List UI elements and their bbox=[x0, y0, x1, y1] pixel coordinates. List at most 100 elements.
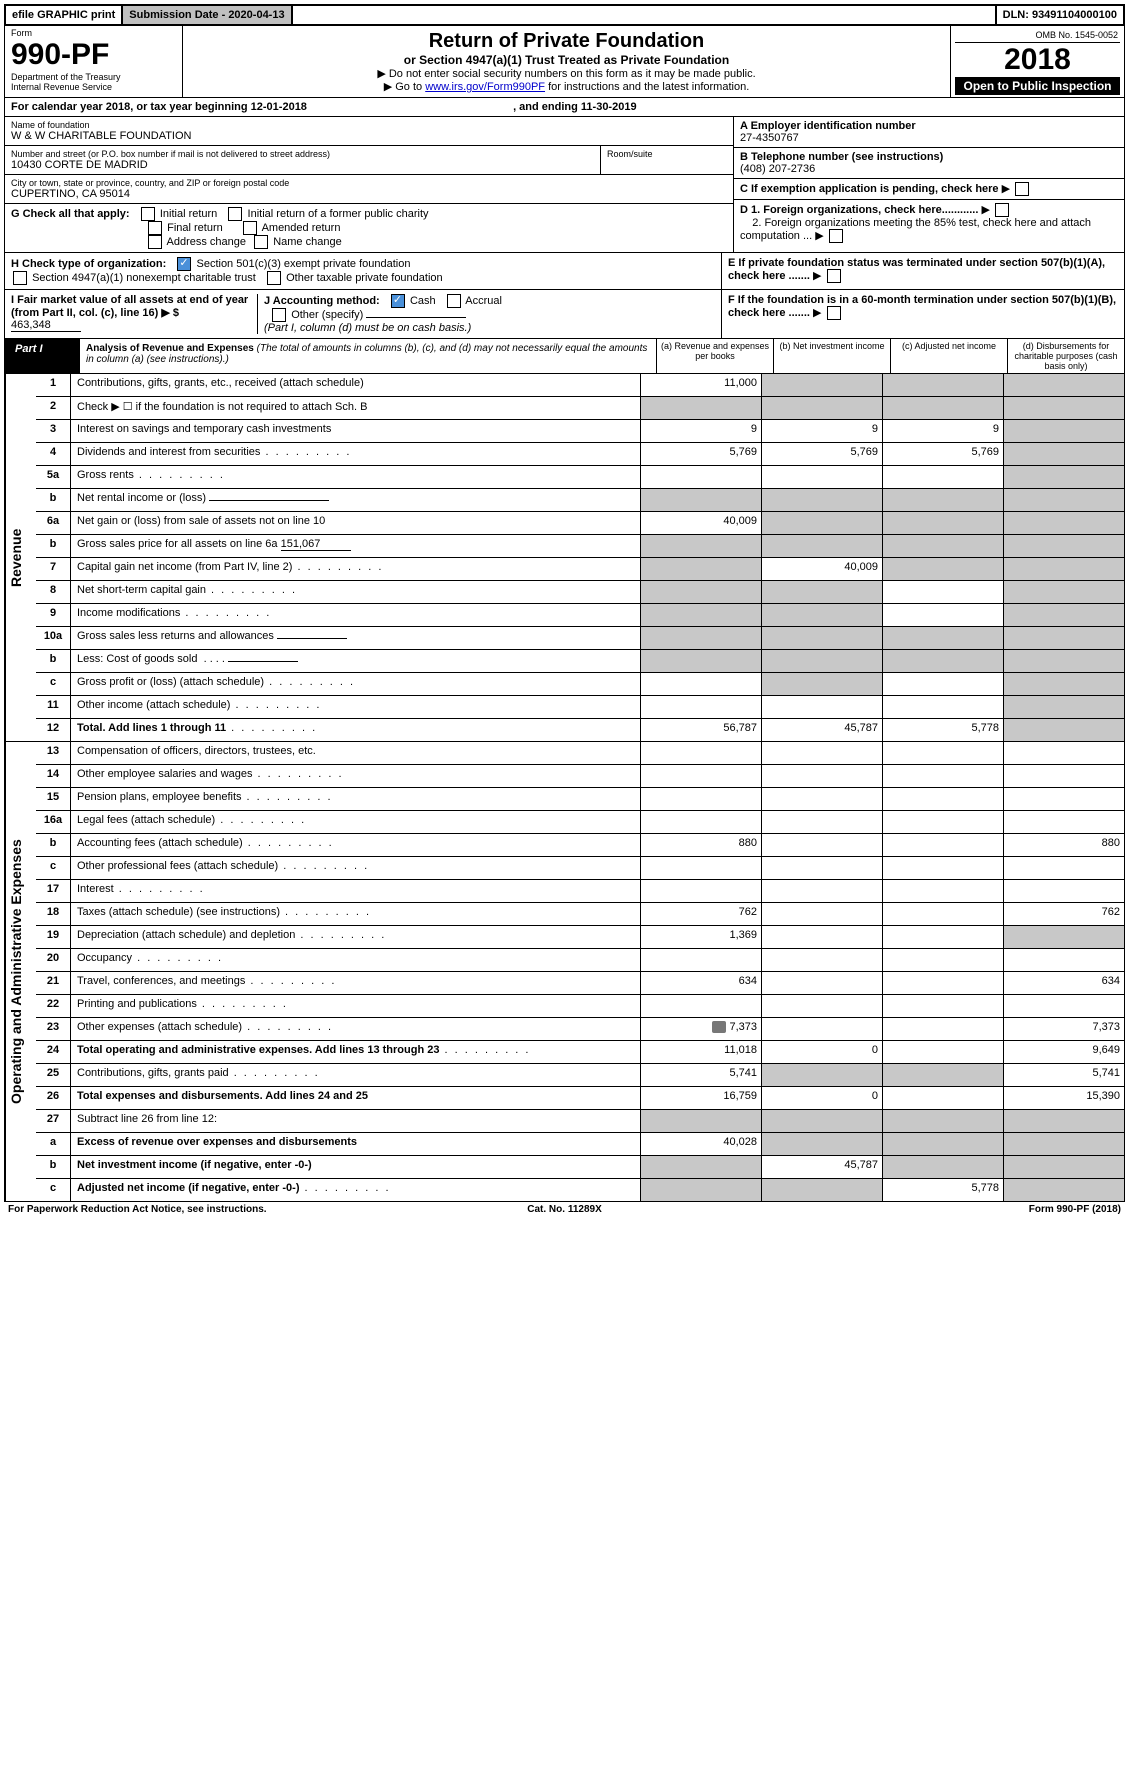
table-row: 18Taxes (attach schedule) (see instructi… bbox=[36, 903, 1124, 926]
section-h-row: H Check type of organization: Section 50… bbox=[4, 253, 1125, 290]
table-row: bNet investment income (if negative, ent… bbox=[36, 1156, 1124, 1179]
foundation-city: CUPERTINO, CA 95014 bbox=[11, 188, 727, 200]
table-row: 9Income modifications bbox=[36, 604, 1124, 627]
table-row: 19Depreciation (attach schedule) and dep… bbox=[36, 926, 1124, 949]
page-footer: For Paperwork Reduction Act Notice, see … bbox=[4, 1202, 1125, 1217]
efile-label[interactable]: efile GRAPHIC print bbox=[6, 6, 121, 24]
table-row: 12Total. Add lines 1 through 1156,78745,… bbox=[36, 719, 1124, 741]
table-row: 17Interest bbox=[36, 880, 1124, 903]
table-row: 5aGross rents bbox=[36, 466, 1124, 489]
table-row: 2Check ▶ ☐ if the foundation is not requ… bbox=[36, 397, 1124, 420]
table-row: 15Pension plans, employee benefits bbox=[36, 788, 1124, 811]
cash-checkbox[interactable] bbox=[391, 294, 405, 308]
table-row: bNet rental income or (loss) bbox=[36, 489, 1124, 512]
exemption-checkbox[interactable] bbox=[1015, 182, 1029, 196]
section-ij-row: I Fair market value of all assets at end… bbox=[4, 290, 1125, 339]
info-left: Name of foundation W & W CHARITABLE FOUN… bbox=[5, 117, 733, 252]
section-e-cell: E If private foundation status was termi… bbox=[721, 253, 1124, 289]
address-change-checkbox[interactable] bbox=[148, 235, 162, 249]
phone-value: (408) 207-2736 bbox=[740, 163, 815, 175]
table-row: 26Total expenses and disbursements. Add … bbox=[36, 1087, 1124, 1110]
info-grid: Name of foundation W & W CHARITABLE FOUN… bbox=[4, 117, 1125, 253]
table-row: 13Compensation of officers, directors, t… bbox=[36, 742, 1124, 765]
initial-former-checkbox[interactable] bbox=[228, 207, 242, 221]
calendar-year-row: For calendar year 2018, or tax year begi… bbox=[4, 98, 1125, 117]
submission-date: Submission Date - 2020-04-13 bbox=[123, 6, 290, 24]
table-row: 10aGross sales less returns and allowanc… bbox=[36, 627, 1124, 650]
form-title: Return of Private Foundation bbox=[189, 30, 944, 53]
table-row: 11Other income (attach schedule) bbox=[36, 696, 1124, 719]
table-row: 25Contributions, gifts, grants paid5,741… bbox=[36, 1064, 1124, 1087]
foundation-name: W & W CHARITABLE FOUNDATION bbox=[11, 130, 727, 142]
header-right: OMB No. 1545-0052 2018 Open to Public In… bbox=[950, 26, 1124, 97]
city-cell: City or town, state or province, country… bbox=[5, 175, 733, 204]
check-g-cell: G Check all that apply: Initial return I… bbox=[5, 204, 733, 252]
table-row: 8Net short-term capital gain bbox=[36, 581, 1124, 604]
amended-checkbox[interactable] bbox=[243, 221, 257, 235]
section-f-cell: F If the foundation is in a 60-month ter… bbox=[721, 290, 1124, 338]
header-center: Return of Private Foundation or Section … bbox=[183, 26, 950, 97]
dln-label: DLN: 93491104000100 bbox=[997, 6, 1123, 24]
col-d-header: (d) Disbursements for charitable purpose… bbox=[1007, 339, 1124, 373]
form-subtitle: or Section 4947(a)(1) Trust Treated as P… bbox=[189, 53, 944, 67]
table-row: 16aLegal fees (attach schedule) bbox=[36, 811, 1124, 834]
spacer bbox=[293, 6, 995, 24]
table-row: aExcess of revenue over expenses and dis… bbox=[36, 1133, 1124, 1156]
other-taxable-checkbox[interactable] bbox=[267, 271, 281, 285]
501c3-checkbox[interactable] bbox=[177, 257, 191, 271]
irs-label: Internal Revenue Service bbox=[11, 82, 176, 92]
table-row: 22Printing and publications bbox=[36, 995, 1124, 1018]
year-end: 11-30-2019 bbox=[581, 101, 637, 113]
open-inspection: Open to Public Inspection bbox=[955, 77, 1120, 95]
table-row: cOther professional fees (attach schedul… bbox=[36, 857, 1124, 880]
tax-year: 2018 bbox=[955, 43, 1120, 77]
table-row: 1Contributions, gifts, grants, etc., rec… bbox=[36, 374, 1124, 397]
instruction-1: ▶ Do not enter social security numbers o… bbox=[189, 67, 944, 80]
initial-return-checkbox[interactable] bbox=[141, 207, 155, 221]
terminated-checkbox[interactable] bbox=[827, 269, 841, 283]
part1-label: Part I bbox=[5, 339, 80, 373]
foundation-name-cell: Name of foundation W & W CHARITABLE FOUN… bbox=[5, 117, 733, 146]
revenue-table: Revenue 1Contributions, gifts, grants, e… bbox=[4, 374, 1125, 742]
other-method-checkbox[interactable] bbox=[272, 308, 286, 322]
table-row: 24Total operating and administrative exp… bbox=[36, 1041, 1124, 1064]
name-change-checkbox[interactable] bbox=[254, 235, 268, 249]
table-row: 4Dividends and interest from securities5… bbox=[36, 443, 1124, 466]
final-return-checkbox[interactable] bbox=[148, 221, 162, 235]
omb-number: OMB No. 1545-0052 bbox=[955, 28, 1120, 43]
attachment-icon[interactable] bbox=[712, 1021, 726, 1033]
form-label: Form bbox=[11, 28, 176, 38]
fmv-value: 463,348 bbox=[11, 319, 81, 332]
dept-label: Department of the Treasury bbox=[11, 72, 176, 82]
4947-checkbox[interactable] bbox=[13, 271, 27, 285]
revenue-side-label: Revenue bbox=[5, 374, 36, 741]
form-number: 990-PF bbox=[11, 38, 176, 72]
ein-cell: A Employer identification number 27-4350… bbox=[734, 117, 1124, 148]
table-row: 6aNet gain or (loss) from sale of assets… bbox=[36, 512, 1124, 535]
header-left: Form 990-PF Department of the Treasury I… bbox=[5, 26, 183, 97]
table-row: bAccounting fees (attach schedule)880880 bbox=[36, 834, 1124, 857]
form-link[interactable]: www.irs.gov/Form990PF bbox=[425, 81, 545, 93]
table-row: bLess: Cost of goods sold . . . . bbox=[36, 650, 1124, 673]
60month-checkbox[interactable] bbox=[827, 306, 841, 320]
section-d-cell: D 1. Foreign organizations, check here..… bbox=[734, 200, 1124, 246]
col-c-header: (c) Adjusted net income bbox=[890, 339, 1007, 373]
table-row: 20Occupancy bbox=[36, 949, 1124, 972]
top-bar: efile GRAPHIC print Submission Date - 20… bbox=[4, 4, 1125, 26]
year-begin: 12-01-2018 bbox=[251, 101, 307, 113]
expenses-table: Operating and Administrative Expenses 13… bbox=[4, 742, 1125, 1202]
foreign-org-checkbox[interactable] bbox=[995, 203, 1009, 217]
table-row: 21Travel, conferences, and meetings63463… bbox=[36, 972, 1124, 995]
form-header: Form 990-PF Department of the Treasury I… bbox=[4, 26, 1125, 98]
foreign-85-checkbox[interactable] bbox=[829, 229, 843, 243]
footer-cat: Cat. No. 11289X bbox=[527, 1204, 601, 1215]
accrual-checkbox[interactable] bbox=[447, 294, 461, 308]
table-row: cGross profit or (loss) (attach schedule… bbox=[36, 673, 1124, 696]
phone-cell: B Telephone number (see instructions) (4… bbox=[734, 148, 1124, 179]
table-row: 14Other employee salaries and wages bbox=[36, 765, 1124, 788]
section-j-cell: J Accounting method: Cash Accrual Other … bbox=[258, 294, 715, 334]
instruction-2: ▶ Go to www.irs.gov/Form990PF for instru… bbox=[189, 80, 944, 93]
address-row: Number and street (or P.O. box number if… bbox=[5, 146, 733, 175]
foundation-address: 10430 CORTE DE MADRID bbox=[11, 159, 594, 171]
check-h-cell: H Check type of organization: Section 50… bbox=[5, 253, 721, 289]
